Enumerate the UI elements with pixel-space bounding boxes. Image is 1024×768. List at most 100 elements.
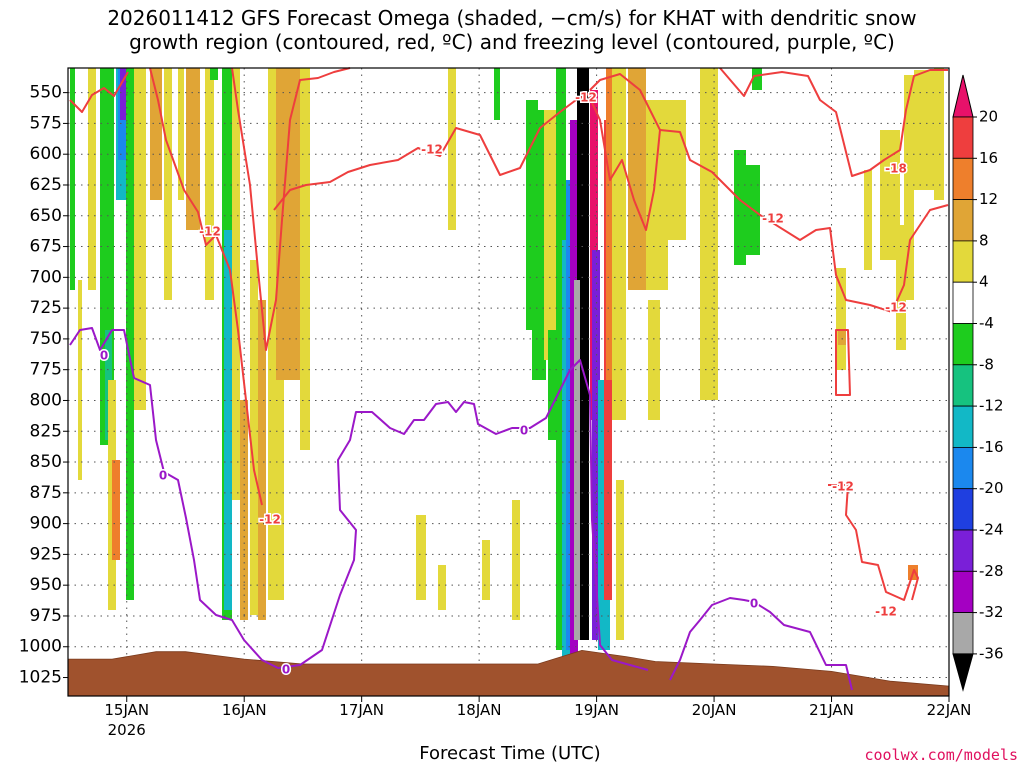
- colorbar-swatch: [952, 199, 974, 242]
- contour-label: 0: [520, 424, 528, 438]
- omega-band-65: [934, 68, 944, 200]
- omega-band-30: [482, 540, 490, 600]
- y-tick-label: 900: [30, 514, 62, 534]
- contour-lines: -12 -12 -12 -12 -12 -12 -12 -12 -18 0 0 0 0 0: [69, 67, 949, 691]
- colorbar-swatch: [952, 529, 974, 572]
- y-tick-label: 825: [30, 421, 62, 441]
- omega-band-64: [914, 70, 934, 190]
- y-tick-label: 750: [30, 329, 62, 349]
- colorbar-label: 20: [979, 108, 998, 126]
- contour-label: -12: [199, 225, 221, 239]
- omega-band-50: [628, 68, 646, 290]
- y-tick-label: 775: [30, 360, 62, 380]
- omega-band-20: [232, 68, 240, 500]
- contour-label: -12: [885, 301, 907, 315]
- y-axis: 550 575 600 625 650 675 700 725 750 775 800 825 850 8…: [19, 83, 68, 688]
- terrain-surface: [67, 649, 950, 697]
- y-tick-label: 700: [30, 267, 62, 287]
- omega-band-51: [646, 100, 668, 290]
- contour-label: -12: [832, 480, 854, 494]
- colorbar-top-arrow: [952, 74, 974, 118]
- y-tick-label: 625: [30, 175, 62, 195]
- omega-band-12: [150, 68, 162, 200]
- x-tick-label: 17JAN: [339, 701, 384, 719]
- contour-label: -12: [421, 143, 443, 157]
- omega-band-26: [300, 68, 310, 450]
- plot-frame: [67, 67, 950, 697]
- y-tick-label: 1025: [19, 668, 62, 688]
- contour-label: 0: [282, 663, 290, 677]
- omega-band-22: [250, 260, 258, 615]
- omega-band-31: [494, 68, 500, 120]
- source-credit: coolwx.com/models: [864, 746, 1018, 764]
- colorbar-label: 8: [979, 231, 989, 249]
- contour-label: -12: [259, 513, 281, 527]
- omega-band-47: [606, 68, 616, 380]
- y-tick-label: 850: [30, 452, 62, 472]
- omega-band-55: [734, 150, 746, 265]
- colorbar-swatch: [952, 570, 974, 613]
- omega-band-28: [438, 565, 446, 610]
- omega-band-61: [880, 130, 900, 260]
- colorbar-label: -4: [979, 314, 994, 332]
- x-axis-title: Forecast Time (UTC): [419, 743, 601, 764]
- colorbar: 20 16 12 8 4 -4 -8 -12 -16 -20 -24 -28 -32 -36: [952, 74, 1004, 692]
- omega-band-57: [752, 68, 762, 90]
- colorbar-label: -12: [979, 397, 1004, 415]
- colorbar-label: 16: [979, 149, 998, 167]
- colorbar-label: 4: [979, 273, 989, 291]
- dgz-contour-1: [149, 67, 263, 506]
- y-tick-label: 725: [30, 298, 62, 318]
- colorbar-swatch: [952, 446, 974, 490]
- omega-band-34: [532, 110, 546, 380]
- omega-band-29: [448, 68, 456, 230]
- colorbar-swatch: [952, 364, 974, 407]
- colorbar-swatch: [952, 116, 974, 159]
- omega-band-62: [896, 225, 906, 350]
- omega-band-15: [186, 68, 200, 230]
- terrain-fill: [67, 649, 950, 697]
- omega-band-54: [700, 68, 718, 400]
- contour-label: -12: [575, 91, 597, 105]
- x-tick-label: 20JAN: [692, 701, 737, 719]
- colorbar-swatch: [952, 405, 974, 448]
- x-tick-sublabel: 2026: [108, 721, 146, 739]
- colorbar-swatch: [952, 612, 974, 655]
- omega-band-58: [836, 268, 846, 370]
- colorbar-label: -24: [979, 521, 1004, 539]
- x-tick-label: 15JAN: [104, 701, 149, 719]
- contour-label: -12: [762, 212, 784, 226]
- omega-band-48: [612, 68, 626, 420]
- x-axis: 15JAN 2026 16JAN 17JAN 18JAN 19JAN 20JAN 21JAN 2…: [104, 696, 971, 739]
- omega-band-44: [592, 250, 600, 640]
- y-tick-label: 975: [30, 606, 62, 626]
- omega-band-63: [904, 75, 914, 300]
- y-tick-label: 650: [30, 206, 62, 226]
- chart-title: 2026011412 GFS Forecast Omega (shaded, −…: [0, 6, 1024, 54]
- colorbar-label: -28: [979, 562, 1004, 580]
- y-tick-label: 550: [30, 83, 62, 103]
- contour-label: -12: [875, 605, 897, 619]
- dgz-contour-4: [589, 73, 661, 131]
- omega-band-17: [210, 68, 218, 80]
- omega-band-35: [544, 110, 556, 360]
- x-tick-label: 19JAN: [574, 701, 619, 719]
- title-line-1: 2026011412 GFS Forecast Omega (shaded, −…: [107, 6, 917, 30]
- y-tick-label: 600: [30, 144, 62, 164]
- dgz-contour-7: [828, 484, 919, 601]
- y-tick-label: 800: [30, 390, 62, 410]
- y-tick-label: 575: [30, 113, 62, 133]
- omega-band-37: [556, 68, 566, 650]
- omega-band-2: [88, 68, 96, 290]
- omega-band-42: [574, 280, 580, 640]
- x-tick-label: 21JAN: [809, 701, 854, 719]
- omega-band-23: [258, 300, 266, 620]
- omega-band-9: [120, 68, 126, 120]
- colorbar-label: -36: [979, 644, 1004, 662]
- omega-band-11: [134, 68, 146, 410]
- omega-band-10: [126, 68, 134, 600]
- omega-band-16: [205, 68, 214, 300]
- dgz-contour-3: [273, 93, 949, 313]
- dgz-contour-2: [231, 67, 351, 351]
- omega-band-6: [112, 460, 120, 560]
